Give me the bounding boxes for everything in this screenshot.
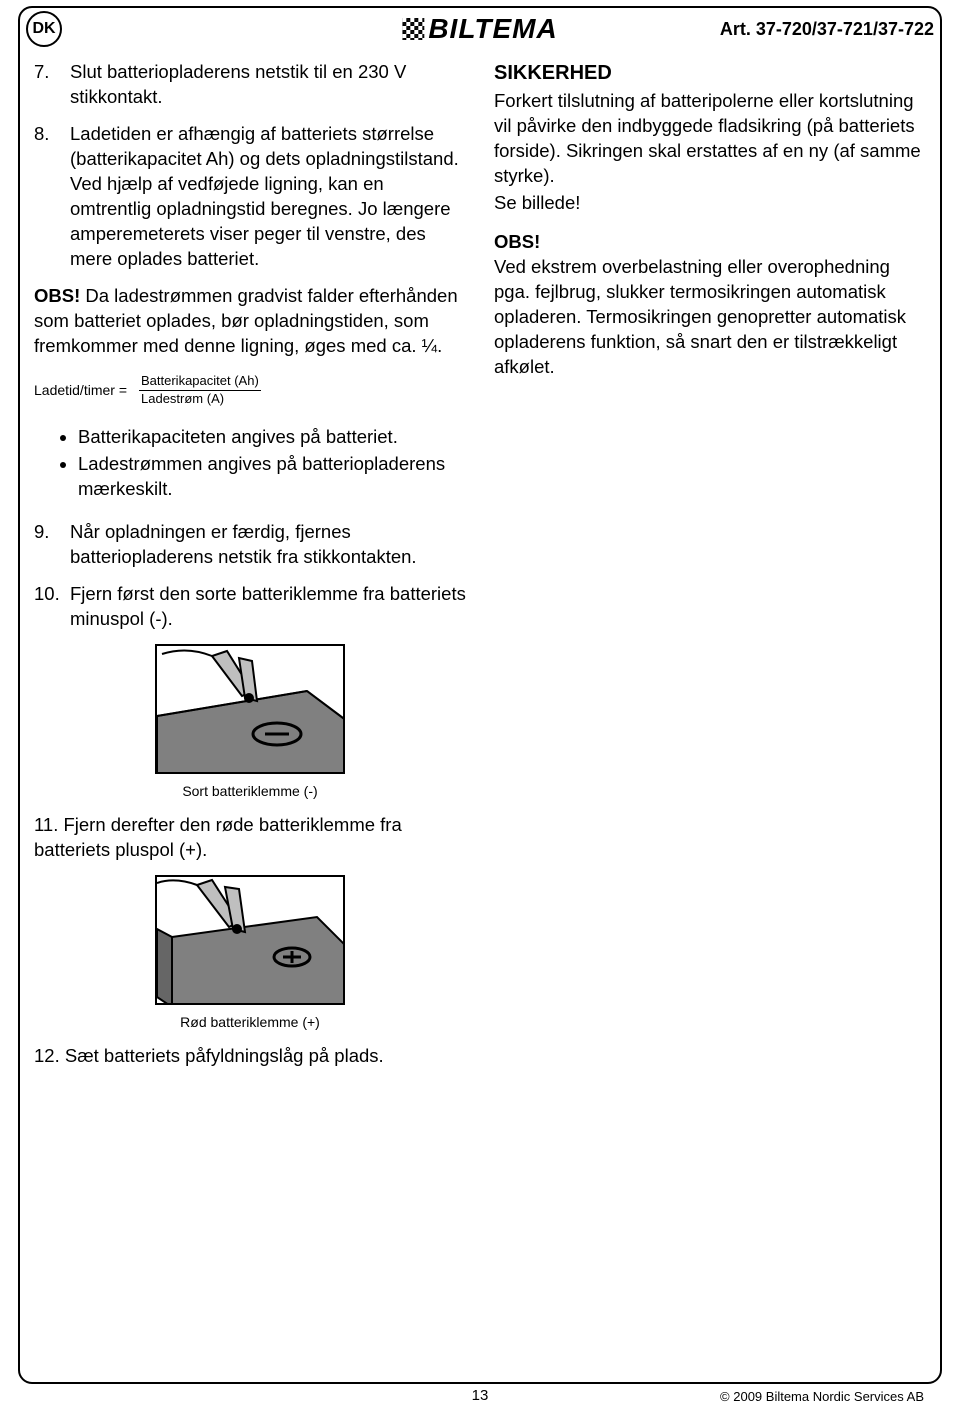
figure-red-clamp: Rød batteriklemme (+) xyxy=(34,875,466,1032)
formula-numerator: Batterikapacitet (Ah) xyxy=(139,373,261,391)
figure-caption: Rød batteriklemme (+) xyxy=(180,1013,320,1032)
obs-paragraph: OBS! Da ladestrømmen gradvist falder eft… xyxy=(34,284,466,359)
logo-text: BILTEMA xyxy=(428,13,557,45)
bullet-list: Batterikapaciteten angives på batteriet.… xyxy=(34,425,466,502)
item-number: 7. xyxy=(34,60,60,110)
obs-text: Da ladestrømmen gradvist falder efterhån… xyxy=(34,285,458,356)
safety-para-2: Ved ekstrem overbelastning eller overoph… xyxy=(494,255,926,380)
content-area: 7. Slut batteriopladerens netstik til en… xyxy=(34,60,926,1364)
left-column: 7. Slut batteriopladerens netstik til en… xyxy=(34,60,466,1364)
safety-heading: SIKKERHED xyxy=(494,60,926,87)
formula-fraction: Batterikapacitet (Ah) Ladestrøm (A) xyxy=(139,373,261,408)
clamp-illustration-icon xyxy=(157,646,345,774)
figure-black-clamp: Sort batteriklemme (-) xyxy=(34,644,466,801)
formula-lhs: Ladetid/timer = xyxy=(34,381,127,400)
obs-heading: OBS! xyxy=(494,230,926,255)
checker-icon xyxy=(402,18,424,40)
brand-logo: BILTEMA xyxy=(402,13,557,45)
list-item-12: 12. Sæt batteriets påfyldningslåg på pla… xyxy=(34,1044,466,1069)
item-number: 10. xyxy=(34,582,60,632)
country-code: DK xyxy=(32,20,55,38)
clamp-illustration-icon xyxy=(157,877,345,1005)
page-header: DK BILTEMA Art. 37-720/37-721/37-722 xyxy=(26,14,934,44)
item-number: 8. xyxy=(34,122,60,272)
page-number: 13 xyxy=(464,1387,497,1404)
figure-box xyxy=(155,875,345,1005)
figure-box xyxy=(155,644,345,774)
safety-para-1b: Se billede! xyxy=(494,191,926,216)
formula-denominator: Ladestrøm (A) xyxy=(139,391,226,408)
safety-para-1: Forkert tilslutning af batteripolerne el… xyxy=(494,89,926,189)
item-text: Ladetiden er afhængig af batteriets stør… xyxy=(70,122,466,272)
copyright: © 2009 Biltema Nordic Services AB xyxy=(714,1389,930,1404)
item-number: 9. xyxy=(34,520,60,570)
list-item-11: 11. Fjern derefter den røde batteriklemm… xyxy=(34,813,466,863)
list-item: Batterikapaciteten angives på batteriet. xyxy=(78,425,466,450)
article-number: Art. 37-720/37-721/37-722 xyxy=(720,19,934,40)
list-item-9: 9. Når opladningen er færdig, fjernes ba… xyxy=(34,520,466,570)
country-badge: DK xyxy=(26,11,62,47)
list-item: Ladestrømmen angives på batteriopladeren… xyxy=(78,452,466,502)
item-text: Fjern først den sorte batteriklemme fra … xyxy=(70,582,466,632)
list-item-8: 8. Ladetiden er afhængig af batteriets s… xyxy=(34,122,466,272)
item-text: Slut batteriopladerens netstik til en 23… xyxy=(70,60,466,110)
list-item-10: 10. Fjern først den sorte batteriklemme … xyxy=(34,582,466,632)
obs-label: OBS! xyxy=(34,285,80,306)
list-item-7: 7. Slut batteriopladerens netstik til en… xyxy=(34,60,466,110)
charge-time-formula: Ladetid/timer = Batterikapacitet (Ah) La… xyxy=(34,373,466,408)
right-column: SIKKERHED Forkert tilslutning af batteri… xyxy=(494,60,926,1364)
figure-caption: Sort batteriklemme (-) xyxy=(182,782,317,801)
item-text: Når opladningen er færdig, fjernes batte… xyxy=(70,520,466,570)
